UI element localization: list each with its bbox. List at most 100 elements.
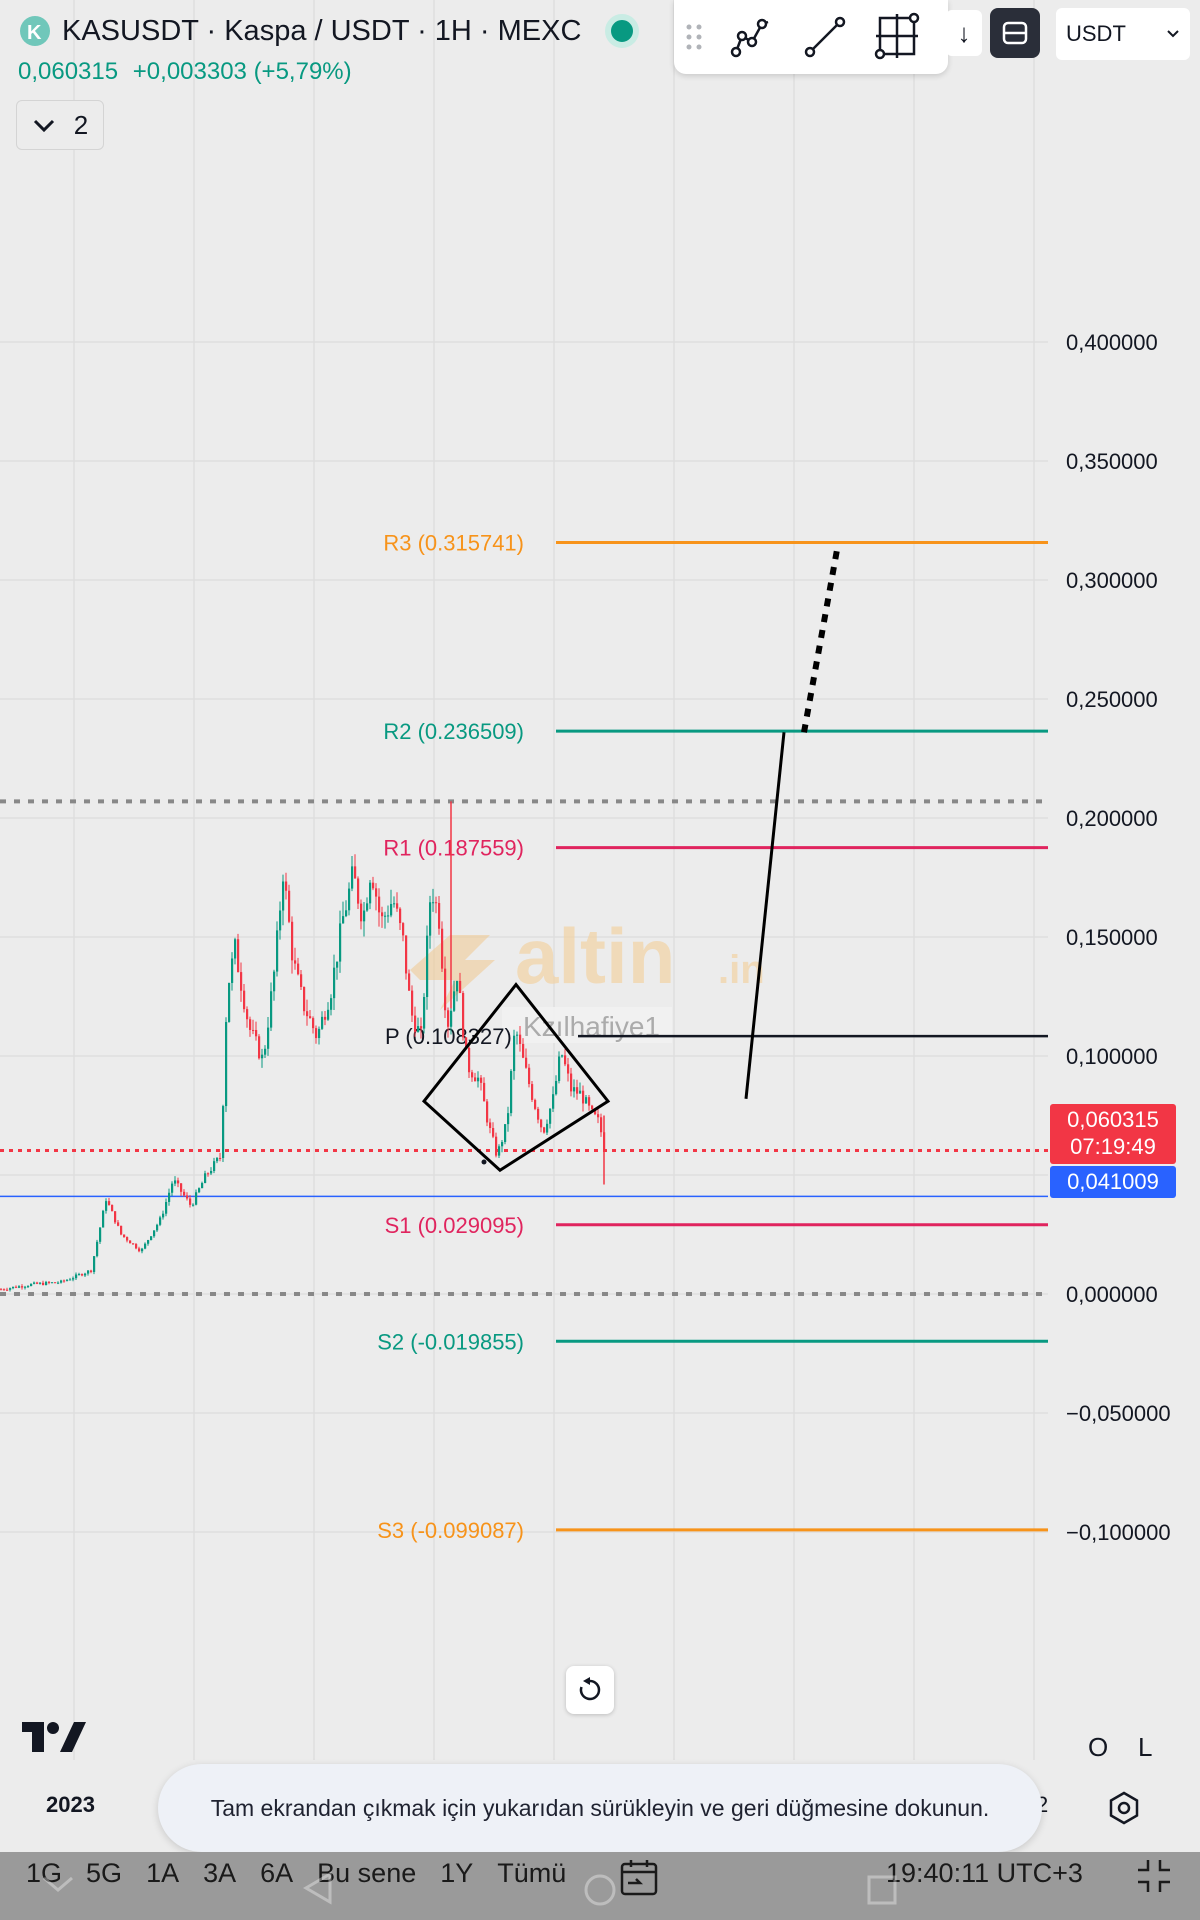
candle-body bbox=[252, 1029, 255, 1031]
period-bu-sene[interactable]: Bu sene bbox=[317, 1858, 417, 1888]
period-1a[interactable]: 1A bbox=[146, 1858, 180, 1888]
candle-body bbox=[117, 1222, 120, 1226]
candle-body bbox=[255, 1029, 258, 1037]
download-arrow-button[interactable]: ↓ bbox=[946, 10, 982, 56]
candle-body bbox=[36, 1282, 39, 1284]
settings-icon[interactable] bbox=[1106, 1790, 1142, 1826]
system-back-icon[interactable] bbox=[300, 1870, 336, 1906]
system-home-icon[interactable] bbox=[582, 1872, 618, 1908]
candles bbox=[0, 801, 606, 1292]
candle-body bbox=[387, 915, 390, 917]
pivot-levels: R3 (0.315741)R2 (0.236509)R1 (0.187559)P… bbox=[0, 531, 1048, 1543]
dot-marker bbox=[481, 1159, 487, 1165]
candle-body bbox=[378, 896, 381, 913]
candle-body bbox=[66, 1279, 69, 1281]
candle-body bbox=[405, 935, 408, 974]
tradingview-logo-icon[interactable] bbox=[22, 1718, 86, 1754]
candle-body bbox=[573, 1087, 576, 1092]
candle-body bbox=[429, 902, 432, 936]
path-tool-button[interactable] bbox=[724, 10, 778, 64]
candle-body bbox=[381, 912, 384, 917]
bar-countdown: 07:19:49 bbox=[1070, 1134, 1156, 1159]
candle-body bbox=[408, 973, 411, 991]
price-change: +0,003303 (+5,79%) bbox=[132, 58, 352, 85]
candle-body bbox=[552, 1094, 555, 1109]
candle-body bbox=[216, 1157, 219, 1162]
candle-body bbox=[24, 1286, 27, 1288]
sync-toggle-button[interactable] bbox=[990, 8, 1040, 58]
candle-body bbox=[234, 939, 237, 959]
projection-solid-line bbox=[744, 732, 786, 1099]
scale-option-o[interactable]: O bbox=[1088, 1732, 1109, 1762]
watermark: altin .in Kzılhafiye1 bbox=[410, 912, 765, 1043]
candle-body bbox=[453, 991, 456, 1011]
period-tumu[interactable]: Tümü bbox=[497, 1858, 567, 1888]
indicators-toggle-button[interactable]: 2 bbox=[16, 100, 104, 150]
candle-body bbox=[312, 1018, 315, 1029]
period-6a[interactable]: 6A bbox=[260, 1858, 294, 1888]
candle-body bbox=[459, 980, 462, 993]
price-axis-tick: 0,150000 bbox=[1066, 925, 1158, 950]
period-1g[interactable]: 1G bbox=[26, 1858, 63, 1888]
fullscreen-toast: Tam ekrandan çıkmak için yukarıdan sürük… bbox=[158, 1764, 1042, 1852]
candle-body bbox=[348, 888, 351, 911]
period-selector: 1G 5G 1A 3A 6A Bu sene 1Y Tümü bbox=[26, 1858, 566, 1889]
candle-body bbox=[519, 1034, 522, 1044]
pivot-label-s3: S3 (-0.099087) bbox=[377, 1518, 524, 1543]
candle-body bbox=[156, 1224, 159, 1231]
system-chevron-icon[interactable] bbox=[40, 1872, 76, 1896]
grip-icon[interactable] bbox=[684, 22, 704, 52]
candle-body bbox=[96, 1241, 99, 1257]
crosshair-tool-button[interactable] bbox=[872, 10, 926, 64]
period-5g[interactable]: 5G bbox=[86, 1858, 123, 1888]
symbol-title: KASUSDT · Kaspa / USDT · 1H · MEXC bbox=[62, 14, 582, 47]
candle-body bbox=[45, 1281, 48, 1286]
path-tool-icon bbox=[730, 18, 769, 58]
go-to-date-icon[interactable] bbox=[618, 1856, 660, 1898]
crosshair-tool-icon bbox=[874, 12, 920, 60]
indicator-count: 2 bbox=[73, 109, 89, 140]
candle-body bbox=[9, 1288, 12, 1290]
candle-body bbox=[564, 1055, 567, 1065]
candle-body bbox=[360, 903, 363, 922]
candle-body bbox=[357, 878, 360, 904]
candle-body bbox=[402, 923, 405, 936]
candle-body bbox=[231, 958, 234, 983]
timezone-clock[interactable]: 19:40:11 UTC+3 bbox=[886, 1858, 1083, 1888]
price-axis: 0,400000 0,350000 0,300000 0,250000 0,200000… bbox=[1066, 330, 1171, 1545]
symbol-title-row[interactable]: K KASUSDT · Kaspa / USDT · 1H · MEXC bbox=[18, 14, 640, 48]
currency-select[interactable]: USDT bbox=[1056, 8, 1190, 60]
candle-body bbox=[258, 1036, 261, 1059]
candle-body bbox=[63, 1280, 66, 1282]
candle-body bbox=[582, 1090, 585, 1104]
trendline-tool-button[interactable] bbox=[798, 10, 852, 64]
candle-body bbox=[189, 1198, 192, 1205]
candle-body bbox=[294, 960, 297, 964]
candle-body bbox=[276, 930, 279, 972]
candle-body bbox=[15, 1286, 18, 1288]
drawings[interactable] bbox=[421, 543, 841, 1173]
exit-fullscreen-icon[interactable] bbox=[1134, 1856, 1174, 1896]
candle-body bbox=[222, 1106, 225, 1159]
candle-body bbox=[273, 971, 276, 992]
scale-option-l[interactable]: L bbox=[1138, 1732, 1153, 1762]
reset-chart-button[interactable] bbox=[566, 1666, 614, 1714]
period-1y[interactable]: 1Y bbox=[440, 1858, 474, 1888]
last-price: 0,060315 bbox=[18, 58, 119, 85]
current-price-value: 0,060315 bbox=[1067, 1107, 1159, 1132]
candle-body bbox=[288, 890, 291, 922]
price-change-row: 0,060315 +0,003303 (+5,79%) bbox=[18, 58, 639, 86]
candle-body bbox=[90, 1270, 93, 1272]
candle-body bbox=[504, 1124, 507, 1143]
candle-body bbox=[18, 1286, 21, 1288]
candle-body bbox=[537, 1108, 540, 1120]
system-recents-icon[interactable] bbox=[864, 1872, 900, 1908]
candle-body bbox=[81, 1274, 84, 1276]
svg-text:K: K bbox=[27, 22, 42, 44]
market-status-icon[interactable] bbox=[605, 14, 640, 48]
period-3a[interactable]: 3A bbox=[203, 1858, 237, 1888]
horizontal-line-price: 0,041009 bbox=[1067, 1169, 1159, 1194]
candle-body bbox=[333, 967, 336, 999]
projection-dotted-line bbox=[801, 543, 841, 733]
